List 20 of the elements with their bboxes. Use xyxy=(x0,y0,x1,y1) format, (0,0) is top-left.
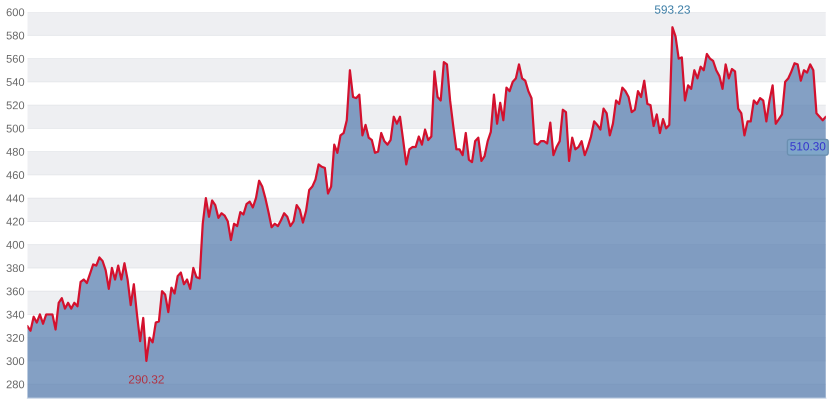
y-tick-label: 520 xyxy=(6,101,24,110)
y-tick-label: 400 xyxy=(6,240,24,249)
annotation: 593.23 xyxy=(654,5,690,14)
y-tick-label: 420 xyxy=(6,218,24,226)
y-tick-label: 360 xyxy=(6,287,24,296)
y-tick-label: 580 xyxy=(6,32,24,40)
y-tick-label: 440 xyxy=(6,194,24,202)
y-tick-label: 560 xyxy=(6,54,24,63)
y-tick-label: 300 xyxy=(6,357,24,366)
y-tick-label: 280 xyxy=(6,380,24,388)
y-tick-label: 600 xyxy=(6,8,24,16)
annotation: 510.30 xyxy=(790,142,826,150)
y-tick-label: 540 xyxy=(6,78,24,86)
y-tick-label: 500 xyxy=(6,124,24,133)
annotation: 290.32 xyxy=(128,375,164,384)
y-tick-label: 320 xyxy=(6,334,24,342)
y-tick-label: 460 xyxy=(6,171,24,180)
y-tick-label: 340 xyxy=(6,310,24,319)
y-tick-label: 380 xyxy=(6,264,24,272)
y-tick-label: 480 xyxy=(6,148,24,156)
